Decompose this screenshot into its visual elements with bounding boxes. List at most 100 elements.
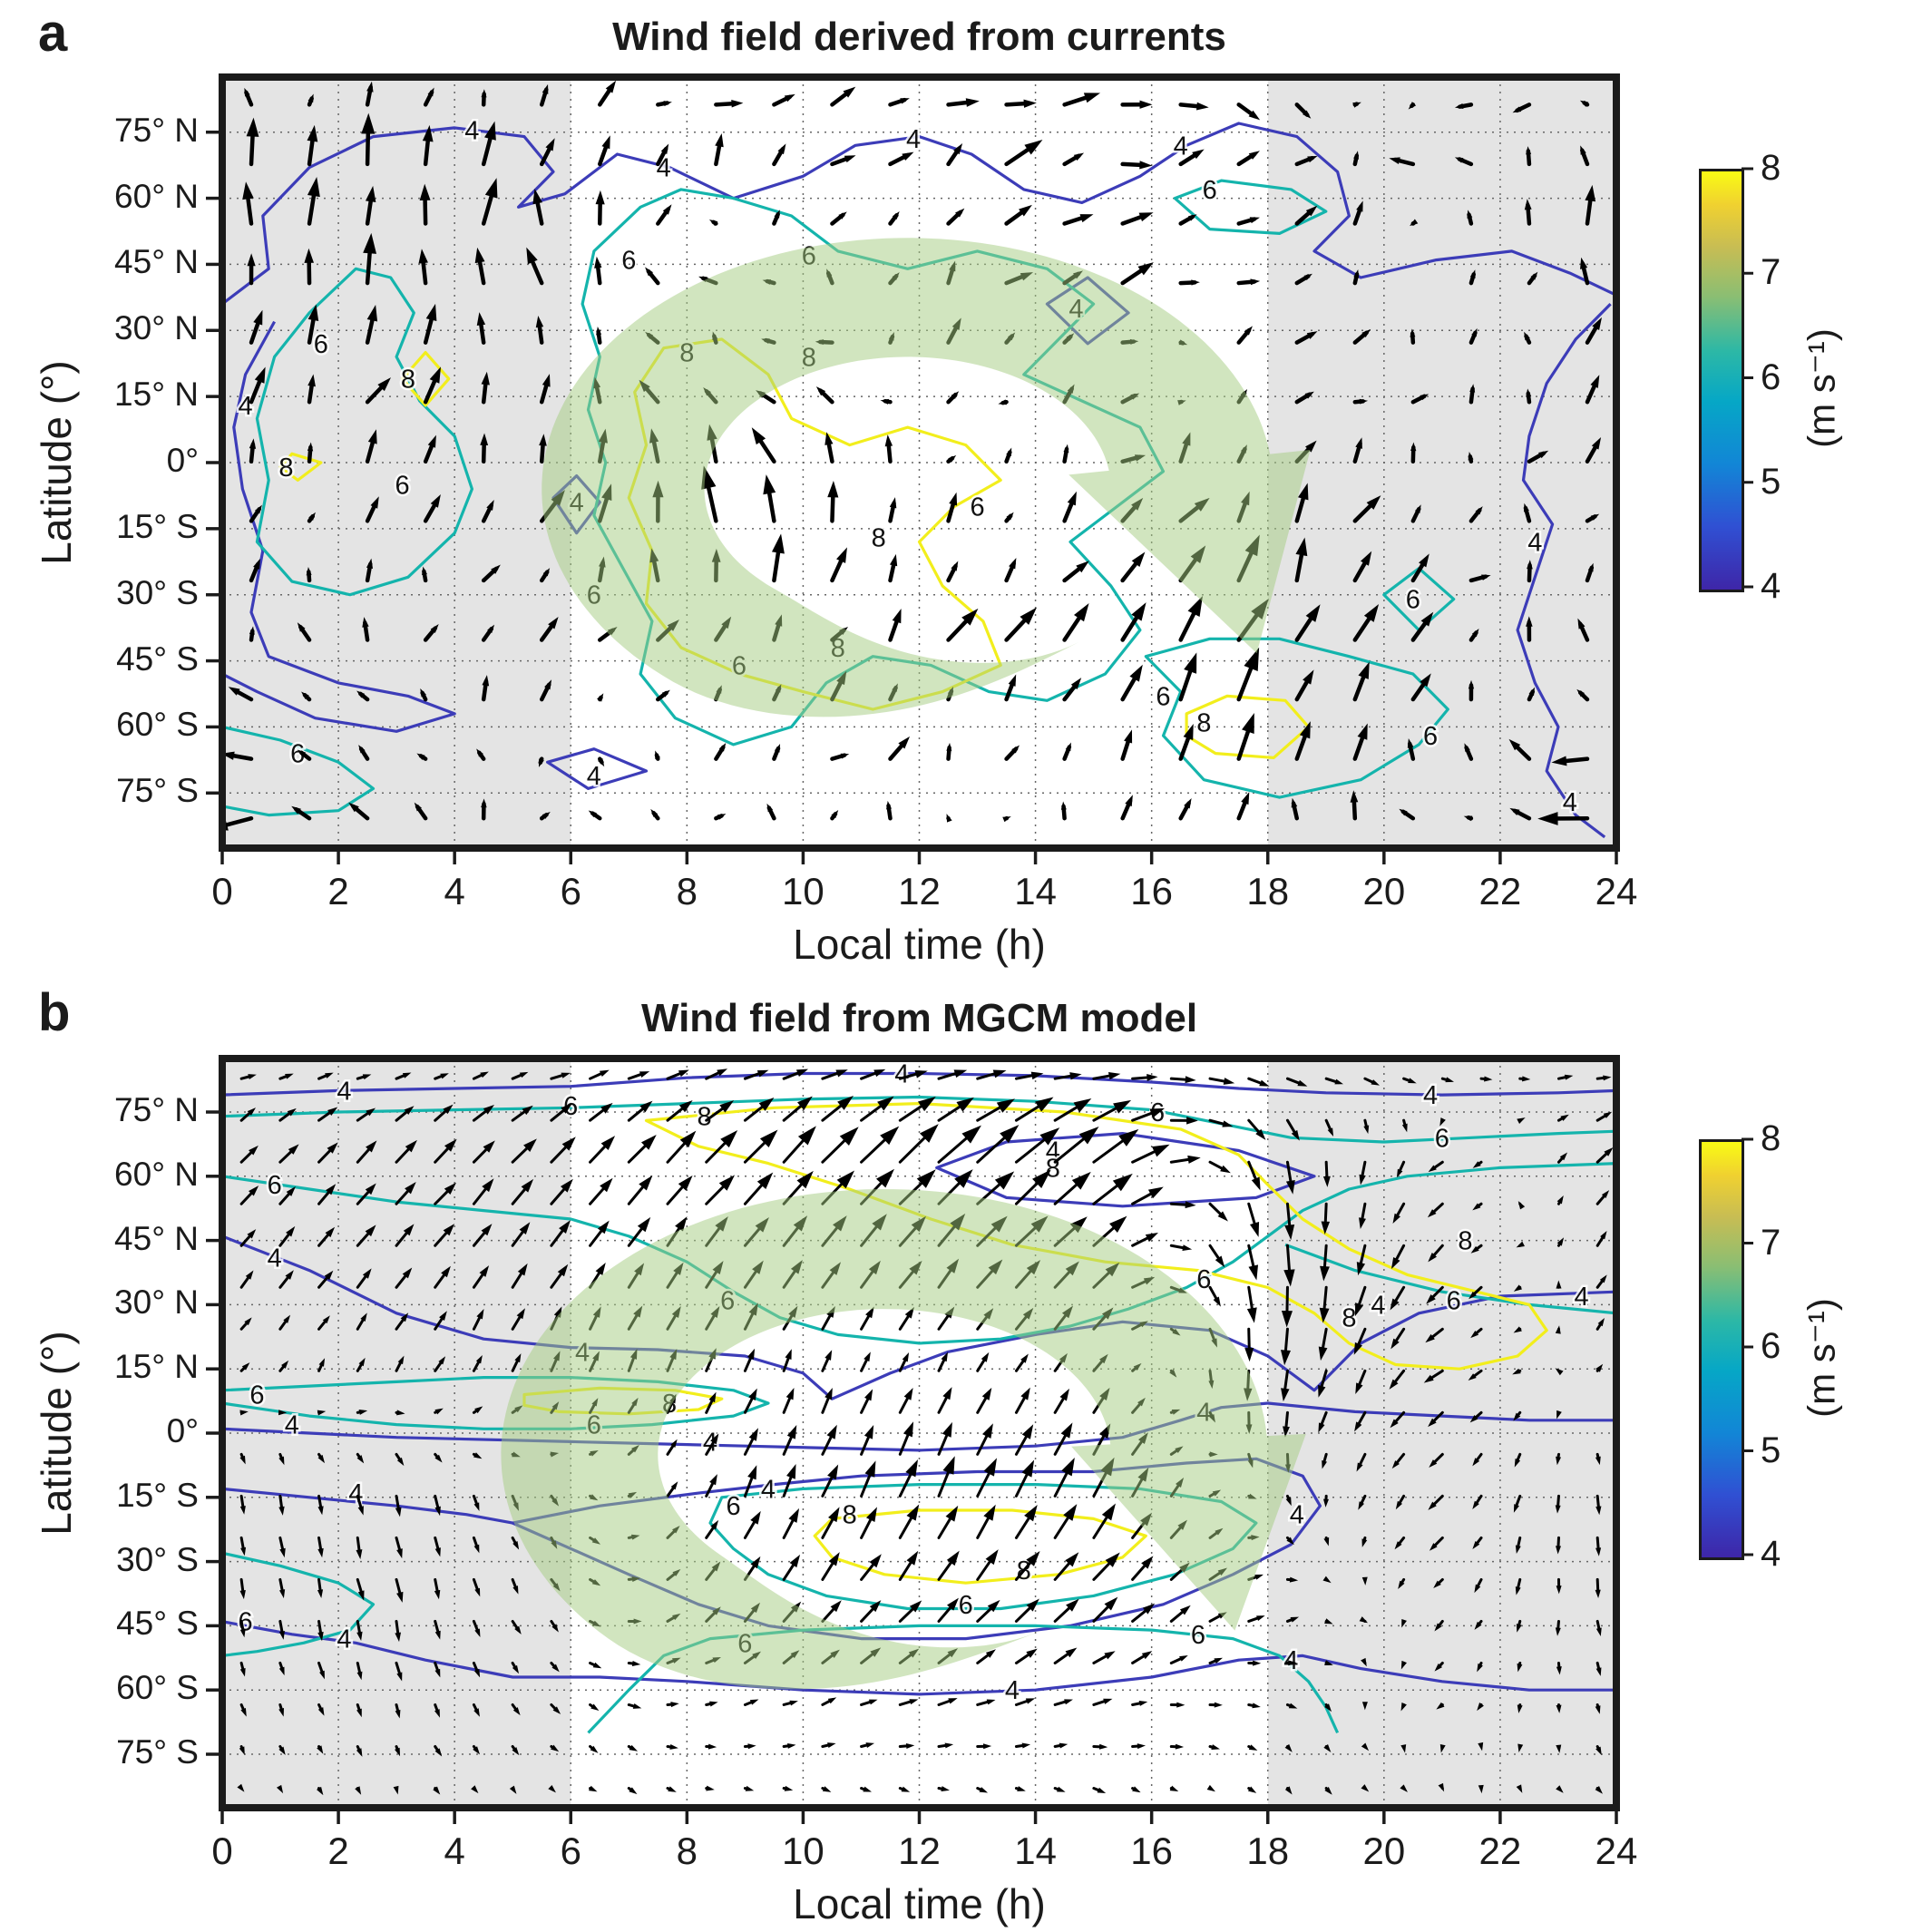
svg-text:6: 6: [621, 247, 636, 276]
x-tick-label: 16: [1130, 1830, 1174, 1872]
colorbar-tick-label: 8: [1761, 148, 1781, 188]
svg-text:4: 4: [1371, 1291, 1385, 1320]
svg-text:4: 4: [1423, 1081, 1438, 1110]
svg-text:6: 6: [1203, 176, 1217, 205]
svg-text:4: 4: [1283, 1646, 1298, 1675]
y-tick-label: 30° N: [114, 1283, 199, 1322]
y-tick-label: 15° S: [116, 1476, 199, 1514]
svg-text:8: 8: [401, 366, 415, 395]
plot-frame-a: [219, 73, 1620, 852]
svg-text:4: 4: [1527, 528, 1542, 557]
svg-text:4: 4: [1174, 132, 1188, 161]
colorbar-tick-label: 8: [1761, 1118, 1781, 1158]
y-tick-label: 60° S: [116, 706, 199, 744]
svg-text:6: 6: [1196, 1265, 1211, 1294]
svg-text:6: 6: [395, 471, 409, 500]
x-tick-label: 18: [1246, 870, 1290, 912]
axis-ticks-b: [206, 1110, 1618, 1824]
svg-text:4: 4: [1005, 1676, 1020, 1705]
x-tick-label: 12: [898, 1830, 941, 1872]
panel-title-a: Wind field derived from currents: [612, 15, 1226, 59]
svg-text:4: 4: [239, 392, 253, 421]
y-tick-label: 45° S: [116, 1605, 199, 1643]
x-tick-label: 2: [327, 1830, 349, 1872]
x-tick-label: 0: [211, 1830, 233, 1872]
y-tick-label: 30° S: [116, 573, 199, 611]
y-tick-label: 45° N: [114, 243, 199, 281]
svg-text:6: 6: [249, 1381, 264, 1410]
x-tick-label: 0: [211, 870, 233, 912]
x-tick-label: 10: [782, 870, 825, 912]
svg-text:4: 4: [1575, 1283, 1589, 1312]
svg-text:6: 6: [1191, 1621, 1205, 1650]
svg-text:4: 4: [587, 762, 601, 791]
x-tick-label: 10: [782, 1830, 825, 1872]
y-tick-label: 75° S: [116, 772, 199, 810]
svg-text:8: 8: [697, 1103, 711, 1132]
axis-ticks-a: [206, 130, 1618, 864]
x-tick-label: 8: [676, 870, 698, 912]
circulation-arrow-b: [501, 1189, 1306, 1690]
y-tick-label: 30° S: [116, 1540, 199, 1578]
y-tick-label: 75° S: [116, 1733, 199, 1771]
colorbar-tick-label: 6: [1761, 1326, 1781, 1366]
svg-text:4: 4: [894, 1060, 909, 1089]
svg-text:8: 8: [1196, 709, 1211, 738]
circulation-arrow-a: [542, 238, 1311, 717]
svg-text:8: 8: [278, 454, 293, 483]
svg-text:4: 4: [337, 1077, 351, 1106]
svg-text:6: 6: [1406, 586, 1420, 615]
svg-text:4: 4: [285, 1411, 299, 1440]
svg-text:6: 6: [959, 1591, 973, 1620]
svg-text:6: 6: [726, 1492, 740, 1521]
colorbar-b: [1699, 1139, 1744, 1560]
plot-frame-b: [219, 1055, 1620, 1811]
colorbar-tick-label: 4: [1761, 566, 1781, 606]
svg-text:6: 6: [1435, 1124, 1449, 1153]
panel-letter-b: b: [38, 983, 71, 1042]
x-tick-label: 24: [1595, 870, 1638, 912]
colorbar-tick-label: 7: [1761, 1222, 1781, 1263]
svg-text:4: 4: [464, 116, 479, 145]
x-tick-label: 6: [560, 870, 581, 912]
colorbar-tick-label: 6: [1761, 356, 1781, 397]
svg-text:8: 8: [872, 524, 886, 553]
x-tick-label: 8: [676, 1830, 698, 1872]
svg-text:6: 6: [1447, 1287, 1461, 1316]
x-tick-label: 22: [1478, 870, 1522, 912]
x-axis-label-a: Local time (h): [793, 921, 1046, 968]
y-tick-label: 75° N: [114, 1091, 199, 1128]
panel-title-b: Wind field from MGCM model: [640, 996, 1198, 1040]
svg-text:4: 4: [906, 125, 921, 154]
svg-text:4: 4: [268, 1244, 282, 1273]
x-tick-label: 14: [1014, 870, 1057, 912]
colorbar-tick-label: 5: [1761, 1429, 1781, 1470]
svg-text:4: 4: [1563, 788, 1577, 817]
svg-text:6: 6: [1156, 682, 1170, 711]
svg-text:8: 8: [1458, 1227, 1472, 1256]
y-tick-label: 15° N: [114, 376, 199, 414]
y-tick-label: 60° N: [114, 1155, 199, 1193]
y-tick-label: 75° N: [114, 111, 199, 149]
svg-text:8: 8: [1342, 1304, 1356, 1333]
x-tick-label: 20: [1362, 1830, 1406, 1872]
svg-text:6: 6: [970, 493, 984, 522]
colorbar-tick-label: 5: [1761, 461, 1781, 502]
y-tick-label: 30° N: [114, 309, 199, 347]
svg-text:6: 6: [290, 740, 305, 769]
svg-text:4: 4: [657, 154, 671, 183]
x-tick-label: 14: [1014, 1830, 1057, 1872]
y-tick-label: 15° N: [114, 1348, 199, 1386]
x-tick-label: 2: [327, 870, 349, 912]
svg-text:8: 8: [843, 1501, 857, 1530]
y-tick-label: 60° N: [114, 177, 199, 215]
y-tick-label: 45° N: [114, 1219, 199, 1257]
svg-text:4: 4: [703, 1428, 717, 1457]
x-axis-label-b: Local time (h): [793, 1880, 1046, 1927]
x-tick-label: 18: [1246, 1830, 1290, 1872]
y-tick-label: 15° S: [116, 507, 199, 545]
x-tick-label: 22: [1478, 1830, 1522, 1872]
svg-text:6: 6: [1423, 722, 1438, 751]
y-tick-label: 60° S: [116, 1669, 199, 1707]
